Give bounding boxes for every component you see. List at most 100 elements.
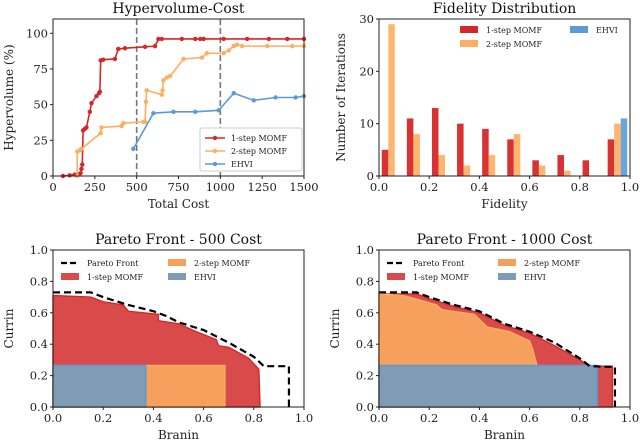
data-point <box>151 111 156 116</box>
subplot-4: 0.0 0.2 0.4 0.6 0.8 1.0 0.0 0.2 0.4 0.6 0.8 1.0 Pare… <box>328 232 639 442</box>
x-axis-label: Total Cost <box>148 197 209 211</box>
data-point <box>142 44 148 50</box>
x-tick-label: 0 <box>49 180 56 194</box>
legend-label: 1-step MOMF <box>231 134 287 143</box>
y-tick-label: 30 <box>359 12 374 26</box>
data-point <box>164 75 169 80</box>
x-tick-label: 0.0 <box>44 411 62 425</box>
y-tick-label: 25 <box>33 133 48 147</box>
data-point <box>167 73 173 79</box>
bar <box>513 134 521 176</box>
legend-label: EHVI <box>194 273 216 282</box>
bar <box>431 107 439 176</box>
y-tick-label: 0.0 <box>30 400 48 414</box>
data-point <box>251 98 256 103</box>
x-axis-label: Fidelity <box>481 197 527 211</box>
y-tick-label: 50 <box>33 98 48 112</box>
x-tick-label: 0.0 <box>370 411 388 425</box>
x-axis-label: Branin <box>484 428 525 442</box>
y-axis-label: Currin <box>2 308 16 348</box>
legend-swatch <box>61 273 79 280</box>
x-tick-label: 0.6 <box>520 411 538 425</box>
data-point <box>266 36 272 42</box>
bar <box>582 160 590 176</box>
axes-frame <box>378 18 631 177</box>
data-point <box>161 78 166 83</box>
legend-swatch <box>460 26 478 33</box>
data-point <box>94 93 99 99</box>
legend-swatch <box>168 259 186 266</box>
data-point <box>231 91 236 96</box>
series-2-step-momf <box>388 24 621 176</box>
x-tick-label: 0.4 <box>470 411 488 425</box>
subplot-1: 0 250 500 750 1000 1250 1500 0 25 50 75 100 Hypervol… <box>2 1 319 211</box>
data-point <box>87 109 93 114</box>
plot-area <box>378 291 617 408</box>
data-point <box>159 92 164 97</box>
data-point <box>179 36 185 42</box>
legend-label: 2-step MOMF <box>524 259 580 268</box>
x-tick-label: 0.6 <box>520 180 538 194</box>
x-tick-label: 1.0 <box>295 411 313 425</box>
data-point <box>234 42 240 47</box>
y-axis-label: Currin <box>328 308 342 348</box>
bar <box>563 170 571 176</box>
legend-marker <box>212 161 218 167</box>
data-point <box>199 55 205 60</box>
series-2-step-momf <box>75 42 307 179</box>
data-point <box>142 119 148 124</box>
legend-box <box>199 127 303 172</box>
series-ehvi <box>620 118 628 176</box>
data-point <box>98 130 103 136</box>
data-point <box>131 146 136 152</box>
legend-label: 2-step MOMF <box>486 40 542 49</box>
series-ehvi <box>131 91 307 152</box>
data-point <box>221 36 226 42</box>
legend-label: 1-step MOMF <box>87 273 143 282</box>
data-point <box>239 43 245 49</box>
legend-label: 2-step MOMF <box>231 147 287 156</box>
bar <box>463 165 471 176</box>
bar <box>438 155 446 176</box>
y-tick-label: 20 <box>359 64 374 78</box>
data-point <box>121 120 126 126</box>
x-tick-label: 0.4 <box>144 411 162 425</box>
series-line <box>132 92 305 150</box>
data-point <box>97 89 103 94</box>
data-point <box>193 36 198 42</box>
bar <box>388 24 395 176</box>
bar <box>406 118 414 176</box>
y-axis-label: Hypervolume (%) <box>2 44 16 150</box>
bar <box>614 123 621 176</box>
legend-swatch <box>498 273 516 280</box>
y-tick-label: 0.2 <box>356 369 374 383</box>
data-point <box>144 88 149 93</box>
legend-swatch <box>570 26 588 33</box>
legend-label: Pareto Front <box>87 259 139 268</box>
area-ehvi <box>378 364 599 408</box>
x-tick-label: 1.0 <box>621 180 639 194</box>
x-tick-label: 0.2 <box>420 180 438 194</box>
bar <box>488 155 496 176</box>
data-point <box>293 95 298 100</box>
data-point <box>198 36 203 42</box>
bar <box>557 155 564 176</box>
legend-swatch <box>168 273 186 280</box>
data-point <box>216 108 221 113</box>
data-point <box>181 56 186 62</box>
data-point <box>122 46 128 51</box>
x-tick-label: 0.6 <box>194 411 212 425</box>
data-point <box>112 56 118 62</box>
data-point <box>143 99 149 104</box>
data-point <box>290 43 295 49</box>
y-tick-label: 75 <box>33 62 48 76</box>
y-tick-label: 0.6 <box>356 306 374 320</box>
y-tick-label: 100 <box>26 26 48 40</box>
y-tick-label: 0.8 <box>30 274 48 288</box>
bar <box>482 128 489 176</box>
data-point <box>79 146 84 152</box>
y-tick-label: 0.0 <box>356 400 374 414</box>
data-point <box>221 51 226 56</box>
x-tick-label: 0.2 <box>94 411 112 425</box>
